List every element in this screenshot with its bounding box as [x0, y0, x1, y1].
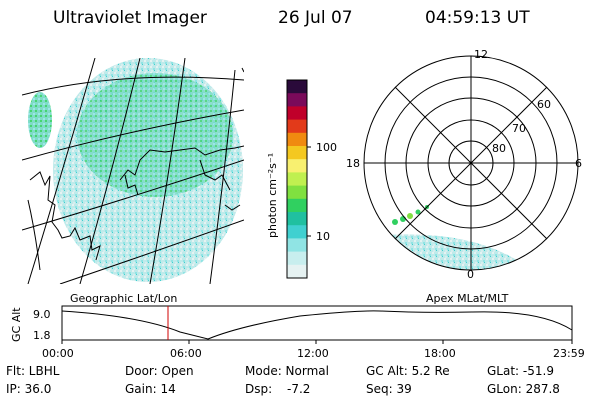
mlat-label-60: 60	[537, 98, 551, 111]
altitude-ylabel: GC Alt	[10, 307, 23, 342]
colorbar-stripe	[287, 212, 307, 226]
info-door: Door: Open	[125, 364, 194, 378]
date-label: 26 Jul 07	[278, 8, 353, 28]
colorbar-stripe	[287, 172, 307, 187]
polar-panel-label: Apex MLat/MLT	[426, 292, 509, 305]
altitude-xtick-0: 00:00	[42, 347, 74, 360]
colorbar-frame	[286, 79, 308, 279]
colorbar-stripe	[287, 225, 307, 239]
altitude-plot	[61, 305, 573, 344]
mlat-label-80: 80	[492, 142, 506, 155]
mlt-label-0: 0	[467, 268, 474, 281]
altitude-ytick-bottom: 1.8	[33, 329, 51, 342]
mlt-label-12: 12	[474, 48, 488, 61]
altitude-xtick-4: 23:59	[553, 347, 585, 360]
info-dsp-label: Dsp:	[245, 382, 273, 396]
colorbar-stripe	[287, 185, 307, 200]
colorbar-unit-label: photon cm⁻²s⁻¹	[266, 153, 279, 238]
colorbar	[286, 79, 311, 279]
colorbar-tick-10: 10	[316, 230, 330, 243]
info-gain: Gain: 14	[125, 382, 176, 396]
colorbar-stripe	[287, 251, 307, 266]
geographic-panel-label: Geographic Lat/Lon	[70, 292, 177, 305]
altitude-xtick-1: 06:00	[170, 347, 202, 360]
altitude-xtick-2: 12:00	[297, 347, 329, 360]
colorbar-stripe	[287, 132, 307, 147]
geographic-image	[22, 58, 244, 284]
info-glat: GLat: -51.9	[487, 364, 554, 378]
colorbar-stripe	[287, 106, 307, 121]
mlt-label-6: 6	[575, 157, 582, 170]
mlat-label-70: 70	[512, 122, 526, 135]
colorbar-stripe	[287, 80, 307, 94]
info-flt: Flt: LBHL	[6, 364, 60, 378]
colorbar-stripe	[287, 93, 307, 107]
time-label: 04:59:13 UT	[425, 8, 530, 28]
colorbar-stripe	[287, 119, 307, 134]
colorbar-stripe	[287, 264, 307, 279]
colorbar-tick-100: 100	[316, 141, 337, 154]
altitude-ytick-top: 9.0	[33, 308, 51, 321]
colorbar-stripe	[287, 146, 307, 160]
instrument-title: Ultraviolet Imager	[53, 8, 207, 28]
info-glon: GLon: 287.8	[487, 382, 560, 396]
info-mode: Mode: Normal	[245, 364, 329, 378]
mlt-label-18: 18	[346, 157, 360, 170]
info-seq: Seq: 39	[366, 382, 412, 396]
colorbar-stripe	[287, 238, 307, 253]
info-ip: IP: 36.0	[6, 382, 52, 396]
info-gc-alt: GC Alt: 5.2 Re	[366, 364, 450, 378]
altitude-xtick-3: 18:00	[424, 347, 456, 360]
info-dsp-value: -7.2	[287, 382, 311, 396]
colorbar-stripe	[287, 159, 307, 173]
colorbar-stripe	[287, 198, 307, 213]
polar-plot	[363, 55, 579, 271]
